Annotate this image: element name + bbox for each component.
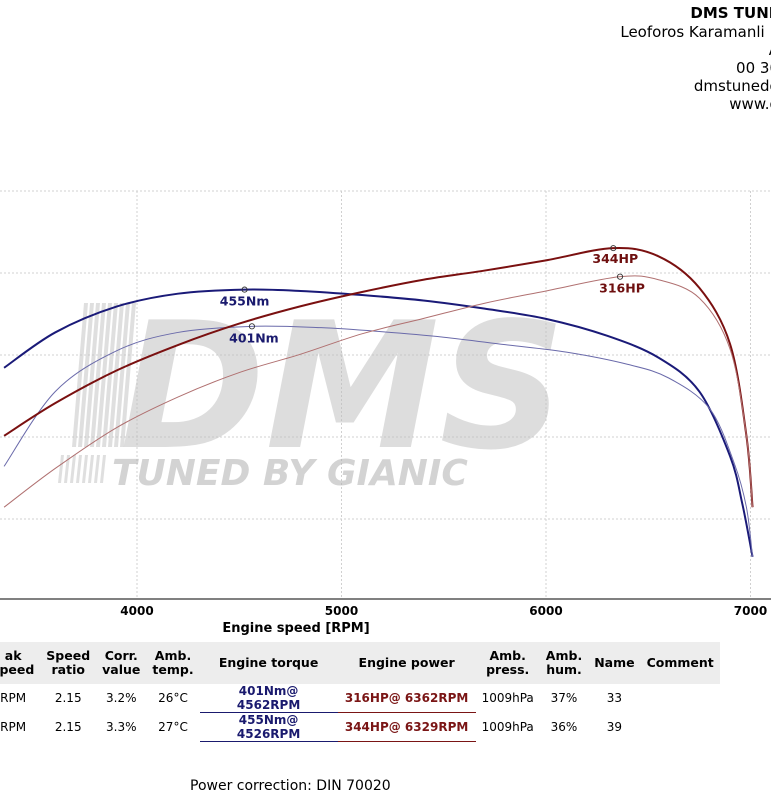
peak-label: 455Nm <box>220 294 270 309</box>
watermark-tagline: TUNED BY GIANIC <box>112 453 468 494</box>
watermark-stripe <box>88 455 94 483</box>
cell-rpm: RPM <box>0 720 27 734</box>
dms-watermark: DMS TUNED BY GIANIC <box>58 286 565 494</box>
watermark-stripes <box>58 303 136 483</box>
curves-layer: 455Nm 401Nm 344HP 316HP <box>3 245 754 558</box>
series-power-stock-line <box>3 275 754 508</box>
cell-power: 316HP@ 6362RPM <box>337 684 476 713</box>
cell-name: 39 <box>606 720 623 734</box>
power-correction-note: Power correction: DIN 70020 <box>190 778 391 794</box>
cell-corr: 3.3% <box>106 720 137 734</box>
series-power-tuned-line <box>3 247 754 508</box>
col-corr-value: Corr. value <box>96 642 147 684</box>
cell-temp: 26°C <box>158 691 188 706</box>
watermark-stripe <box>114 303 130 447</box>
col-peak-speed: akspeed <box>0 642 41 684</box>
watermark-stripe <box>120 303 136 447</box>
cell-corr: 3.2% <box>106 691 137 706</box>
watermark-stripe <box>58 455 64 483</box>
watermark-stripe <box>76 455 82 483</box>
watermark-stripe <box>94 455 100 483</box>
series-torque-tuned-line <box>3 288 754 558</box>
cell-press: 1009hPa <box>481 720 534 734</box>
cell-ratio: 2.15 <box>54 691 82 706</box>
watermark-stripe <box>72 303 88 447</box>
x-tick-label: 5000 <box>325 604 358 618</box>
phone-line: 00 30 <box>736 59 771 77</box>
cell-hum: 37% <box>550 691 578 706</box>
watermark-stripe <box>90 303 106 447</box>
peak-label: 316HP <box>599 281 645 296</box>
cell-torque: 455Nm@ 4526RPM <box>199 712 338 742</box>
col-amb-hum: Amb. hum. <box>539 642 589 684</box>
peak-marker <box>248 323 255 330</box>
watermark-stripe <box>84 303 100 447</box>
cell-name: 33 <box>606 691 623 706</box>
col-engine-torque: Engine torque <box>199 642 338 684</box>
col-engine-power: Engine power <box>337 642 476 684</box>
watermark-stripe <box>108 303 124 447</box>
email-line: dmstunedg <box>693 77 771 95</box>
x-tick-label: 6000 <box>529 604 562 618</box>
cell-ratio: 2.15 <box>54 720 82 734</box>
chart-grid <box>0 190 771 600</box>
col-name: Name <box>588 642 641 684</box>
dyno-chart: DMS TUNED BY GIANIC 455Nm 401Nm 344HP 316HP… <box>0 190 771 636</box>
cell-torque: 401Nm@ 4562RPM <box>199 684 338 713</box>
col-speed-ratio: Speed ratio <box>40 642 97 684</box>
watermark-stripe <box>70 455 76 483</box>
cell-comment <box>641 713 720 742</box>
watermark-stripe <box>64 455 70 483</box>
cell-hum: 36% <box>550 720 578 734</box>
cell-power: 344HP@ 6329RPM <box>337 712 476 742</box>
peak-marker <box>241 286 248 293</box>
table-row: RPM 2.15 3.2% 26°C 401Nm@ 4562RPM 316HP@… <box>0 684 720 713</box>
cell-press: 1009hPa <box>481 691 534 706</box>
col-amb-temp: Amb. temp. <box>146 642 200 684</box>
col-amb-press: Amb. press. <box>475 642 540 684</box>
table-row: RPM 2.15 3.3% 27°C 455Nm@ 4526RPM 344HP@… <box>0 712 720 742</box>
peak-label: 401Nm <box>229 330 279 345</box>
col-comment: Comment <box>640 642 720 684</box>
watermark-stripe <box>96 303 112 447</box>
watermark-stripe <box>100 455 106 483</box>
address-line-2: A <box>479 41 771 59</box>
peak-label: 344HP <box>592 251 638 266</box>
cell-temp: 27°C <box>158 720 188 734</box>
x-tick-labels: 4000 5000 6000 7000 <box>120 604 767 618</box>
cell-rpm: RPM <box>0 691 27 706</box>
watermark-logo: DMS <box>120 286 565 489</box>
series-torque-stock-line <box>3 325 754 557</box>
x-axis-label: Engine speed [RPM] <box>222 621 369 636</box>
watermark-stripe <box>102 303 118 447</box>
watermark-stripe <box>82 455 88 483</box>
peak-marker <box>616 273 624 280</box>
cell-comment <box>641 684 720 713</box>
x-tick-label: 4000 <box>120 604 153 618</box>
website-line: www.d <box>729 95 771 113</box>
address-line-1: Leoforos Karamanli 1 <box>620 23 771 41</box>
company-name: DMS TUNE <box>690 4 771 22</box>
company-header: DMS TUNE Leoforos Karamanli 1 A 00 30 dm… <box>479 4 771 113</box>
watermark-stripe <box>78 303 94 447</box>
peak-marker <box>610 245 617 252</box>
x-tick-label: 7000 <box>734 604 767 618</box>
